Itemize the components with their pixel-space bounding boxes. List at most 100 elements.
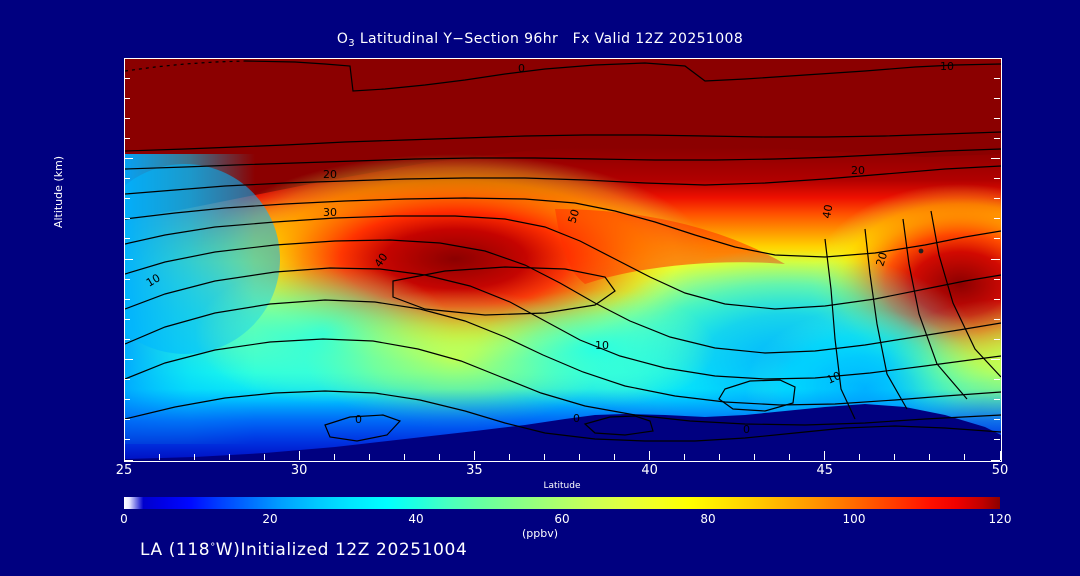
- y-tick-7: [124, 318, 130, 320]
- stratosphere-cap: [125, 59, 1001, 219]
- y-tick-right-3: [994, 399, 1000, 401]
- green-pocket-mid: [475, 289, 715, 409]
- y-tick-2: [124, 419, 130, 421]
- y-tick-right-12: [994, 218, 1000, 220]
- title-subscript: 3: [348, 38, 355, 49]
- clabel-10-top: 10: [940, 60, 954, 73]
- y-tick-right-0: [991, 459, 1000, 461]
- contour-50-core: [392, 266, 616, 316]
- cbar-tick-120: 120: [988, 512, 1012, 526]
- y-tick-right-2: [994, 419, 1000, 421]
- x-tick-28: [228, 454, 230, 460]
- x-tick-41: [684, 454, 686, 460]
- x-tick-50: [999, 451, 1001, 460]
- colorbar-units: (ppbv): [521, 527, 559, 540]
- y-tick-6: [124, 338, 130, 340]
- x-tick-25: [123, 451, 125, 460]
- contour-line-a: [125, 131, 1001, 152]
- colorbar: [124, 497, 1000, 509]
- y-tick-right-7: [994, 318, 1000, 320]
- x-tick-label-30: 30: [290, 463, 308, 478]
- contour-lines: [125, 60, 1001, 442]
- y-tick-right-15: [991, 158, 1000, 159]
- clabel-0-cell-left: 0: [355, 413, 362, 426]
- x-tick-33: [403, 454, 405, 460]
- x-tick-46: [859, 454, 861, 460]
- contour-0-cell-left: [324, 414, 402, 442]
- x-tick-39: [614, 454, 616, 460]
- y-tick-1: [124, 439, 130, 441]
- clabel-30-left: 30: [323, 206, 337, 219]
- y-tick-13: [124, 198, 130, 200]
- x-tick-48: [929, 454, 931, 460]
- x-tick-label-35: 35: [466, 463, 483, 478]
- y-tick-right-9: [994, 278, 1000, 280]
- x-axis-label: Latitude: [543, 481, 581, 491]
- x-tick-34: [438, 454, 440, 460]
- cbar-tick-60: 60: [554, 512, 570, 526]
- y-tick-right-8: [994, 298, 1000, 300]
- contour-cell-right: [718, 379, 796, 412]
- clabel-10-mid: 10: [595, 339, 609, 352]
- x-tick-label-40: 40: [641, 463, 658, 478]
- contour-0-upper: [244, 60, 1001, 92]
- x-tick-label-25: 25: [115, 463, 133, 478]
- y-tick-right-17: [994, 117, 1000, 119]
- contour-20-upper: [125, 165, 1001, 195]
- clabel-50-mid: 50: [565, 208, 582, 225]
- cbar-tick-80: 80: [700, 512, 716, 526]
- fold-extension: [555, 209, 785, 284]
- contour-line-b: [125, 148, 1001, 170]
- y-tick-right-13: [994, 198, 1000, 200]
- contour-right-steep-c: [902, 218, 968, 400]
- title-species: O: [336, 31, 349, 47]
- x-tick-36: [508, 454, 510, 460]
- x-tick-32: [368, 454, 370, 460]
- y-tick-18: [124, 97, 130, 99]
- y-tick-15: [124, 158, 133, 159]
- footer-station: LA (118: [140, 540, 211, 560]
- x-tick-35: [473, 451, 475, 460]
- x-tick-45: [824, 451, 826, 460]
- colorbar-gradient: [124, 497, 1000, 509]
- y-tick-19: [124, 77, 130, 79]
- y-tick-17: [124, 117, 130, 119]
- y-tick-3: [124, 399, 130, 401]
- x-tick-label-50: 50: [991, 463, 1009, 478]
- contour-right-steep-d: [930, 210, 1001, 378]
- y-tick-right-19: [994, 77, 1000, 79]
- y-tick-right-16: [994, 137, 1000, 139]
- y-tick-right-4: [994, 379, 1000, 381]
- contour-0-cell-mid: [583, 415, 654, 436]
- clabel-40-right: 40: [820, 203, 835, 219]
- footer-rest: W)Initialized 12Z 20251004: [215, 540, 468, 560]
- contour-right-steep-a: [824, 238, 856, 420]
- clabel-10-right: 10: [825, 369, 843, 387]
- contour-line-e: [125, 338, 1001, 426]
- x-tick-42: [719, 454, 721, 460]
- y-tick-right-20: [991, 57, 1000, 59]
- contour-40: [125, 239, 1001, 354]
- y-tick-right-18: [994, 97, 1000, 99]
- y-tick-14: [124, 178, 130, 180]
- x-tick-30: [298, 451, 300, 460]
- y-tick-right-10: [991, 258, 1000, 260]
- terrain-mask: [125, 404, 1001, 461]
- x-tick-47: [894, 454, 896, 460]
- x-tick-31: [333, 454, 335, 460]
- clabel-20-right2: 20: [873, 251, 890, 268]
- x-tick-38: [579, 454, 581, 460]
- clabel-20-right: 20: [851, 164, 865, 177]
- cbar-tick-20: 20: [262, 512, 278, 526]
- x-tick-26: [158, 454, 160, 460]
- clabel-0-top: 0: [518, 62, 525, 75]
- contour-10-lower: [125, 299, 1001, 406]
- cbar-tick-0: 0: [120, 512, 128, 526]
- x-tick-43: [754, 454, 756, 460]
- contour-dotted-top: [125, 60, 246, 72]
- x-tick-29: [263, 454, 265, 460]
- y-tick-4: [124, 379, 130, 381]
- chart-title: O3 Latitudinal Y−Section 96hr Fx Valid 1…: [0, 31, 1080, 49]
- x-tick-label-45: 45: [816, 463, 834, 478]
- cbar-tick-100: 100: [842, 512, 866, 526]
